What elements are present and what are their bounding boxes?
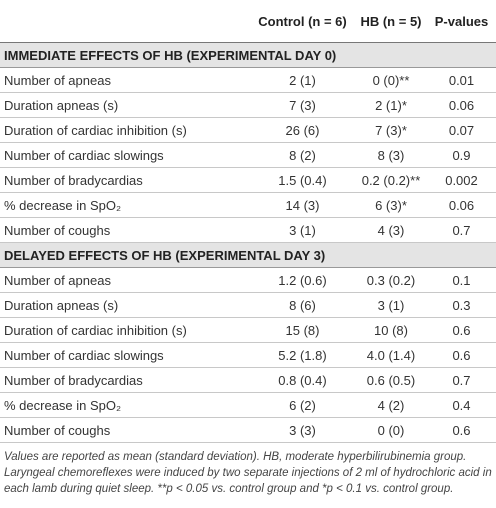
row-label: Number of coughs (0, 417, 250, 443)
results-table: Control (n = 6) HB (n = 5) P-values IMMEDI… (0, 0, 496, 443)
row-label: Number of coughs (0, 217, 250, 243)
column-header: P-values (427, 0, 496, 43)
row-label: Number of apneas (0, 267, 250, 293)
data-row: % decrease in SpO₂ 14 (3) 6 (3)* 0.06 (0, 192, 496, 218)
section-title: IMMEDIATE EFFECTS OF HB (EXPERIMENTAL DA… (0, 42, 496, 68)
cell: 0 (0)** (355, 67, 427, 93)
section-title: DELAYED EFFECTS OF HB (EXPERIMENTAL DAY … (0, 242, 496, 268)
data-row: Number of cardiac slowings 5.2 (1.8) 4.0 (… (0, 342, 496, 368)
row-label: % decrease in SpO₂ (0, 192, 250, 218)
row-label: Duration apneas (s) (0, 92, 250, 118)
data-row: Number of cardiac slowings 8 (2) 8 (3) 0.9 (0, 142, 496, 168)
cell: 0.6 (427, 317, 496, 343)
section-row: DELAYED EFFECTS OF HB (EXPERIMENTAL DAY … (0, 242, 496, 268)
cell: 0.3 (427, 292, 496, 318)
data-row: Number of bradycardias 1.5 (0.4) 0.2 (0.2)… (0, 167, 496, 193)
cell: 10 (8) (355, 317, 427, 343)
cell: 0.07 (427, 117, 496, 143)
cell: 4 (2) (355, 392, 427, 418)
cell: 8 (2) (250, 142, 355, 168)
cell: 3 (1) (355, 292, 427, 318)
cell: 0.7 (427, 367, 496, 393)
data-row: Number of bradycardias 0.8 (0.4) 0.6 (0.5)… (0, 367, 496, 393)
cell: 26 (6) (250, 117, 355, 143)
cell: 6 (2) (250, 392, 355, 418)
cell: 2 (1)* (355, 92, 427, 118)
cell: 0.6 (0.5) (355, 367, 427, 393)
cell: 5.2 (1.8) (250, 342, 355, 368)
data-row: % decrease in SpO₂ 6 (2) 4 (2) 0.4 (0, 392, 496, 418)
cell: 14 (3) (250, 192, 355, 218)
cell: 0 (0) (355, 417, 427, 443)
cell: 4.0 (1.4) (355, 342, 427, 368)
data-row: Number of coughs 3 (1) 4 (3) 0.7 (0, 217, 496, 243)
cell: 7 (3) (250, 92, 355, 118)
cell: 0.06 (427, 92, 496, 118)
cell: 0.6 (427, 417, 496, 443)
row-label: Duration apneas (s) (0, 292, 250, 318)
cell: 0.01 (427, 67, 496, 93)
data-row: Duration of cardiac inhibition (s) 26 (6)… (0, 117, 496, 143)
cell: 4 (3) (355, 217, 427, 243)
row-label: Duration of cardiac inhibition (s) (0, 117, 250, 143)
data-row: Duration apneas (s) 8 (6) 3 (1) 0.3 (0, 292, 496, 318)
cell: 8 (6) (250, 292, 355, 318)
column-header: Control (n = 6) (250, 0, 355, 43)
row-label: Number of bradycardias (0, 167, 250, 193)
row-label: Duration of cardiac inhibition (s) (0, 317, 250, 343)
data-row: Number of apneas 2 (1) 0 (0)** 0.01 (0, 67, 496, 93)
cell: 0.002 (427, 167, 496, 193)
data-row: Number of coughs 3 (3) 0 (0) 0.6 (0, 417, 496, 443)
cell: 0.6 (427, 342, 496, 368)
row-label: Number of apneas (0, 67, 250, 93)
cell: 2 (1) (250, 67, 355, 93)
cell: 15 (8) (250, 317, 355, 343)
cell: 0.4 (427, 392, 496, 418)
cell: 0.1 (427, 267, 496, 293)
row-label: % decrease in SpO₂ (0, 392, 250, 418)
cell: 0.3 (0.2) (355, 267, 427, 293)
cell: 1.2 (0.6) (250, 267, 355, 293)
cell: 0.9 (427, 142, 496, 168)
data-row: Duration of cardiac inhibition (s) 15 (8)… (0, 317, 496, 343)
cell: 6 (3)* (355, 192, 427, 218)
data-row: Number of apneas 1.2 (0.6) 0.3 (0.2) 0.1 (0, 267, 496, 293)
cell: 3 (3) (250, 417, 355, 443)
row-label: Number of cardiac slowings (0, 342, 250, 368)
row-label: Number of bradycardias (0, 367, 250, 393)
cell: 0.2 (0.2)** (355, 167, 427, 193)
cell: 0.8 (0.4) (250, 367, 355, 393)
cell: 3 (1) (250, 217, 355, 243)
row-label: Number of cardiac slowings (0, 142, 250, 168)
data-row: Duration apneas (s) 7 (3) 2 (1)* 0.06 (0, 92, 496, 118)
column-header (0, 0, 250, 43)
column-header: HB (n = 5) (355, 0, 427, 43)
cell: 7 (3)* (355, 117, 427, 143)
footnote: Values are reported as mean (standard de… (4, 451, 492, 495)
table-body: IMMEDIATE EFFECTS OF HB (EXPERIMENTAL DA… (0, 42, 496, 443)
section-row: IMMEDIATE EFFECTS OF HB (EXPERIMENTAL DA… (0, 42, 496, 68)
cell: 0.7 (427, 217, 496, 243)
cell: 8 (3) (355, 142, 427, 168)
cell: 1.5 (0.4) (250, 167, 355, 193)
cell: 0.06 (427, 192, 496, 218)
header-row: Control (n = 6) HB (n = 5) P-values (0, 0, 496, 43)
